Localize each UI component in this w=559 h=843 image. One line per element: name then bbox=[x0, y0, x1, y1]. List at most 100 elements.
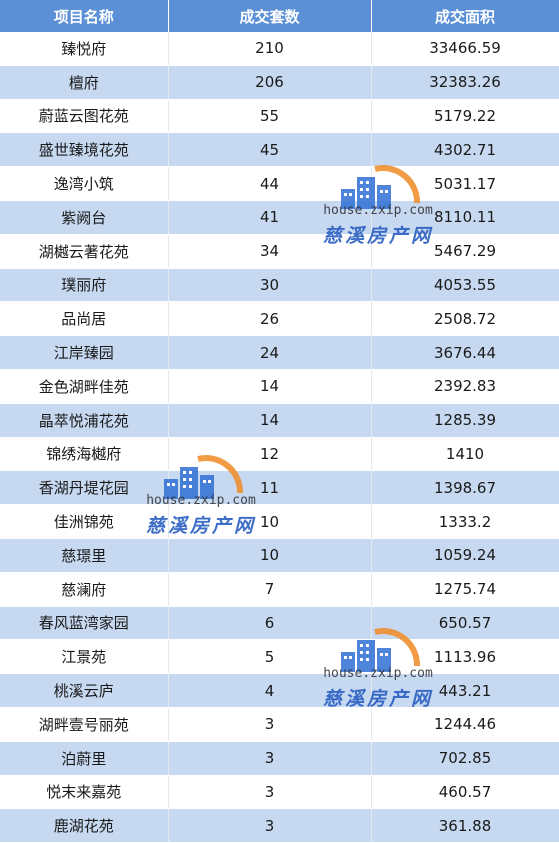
cell-area-sold: 1410 bbox=[371, 437, 559, 472]
cell-area-sold: 1285.39 bbox=[371, 403, 559, 438]
cell-units-sold: 44 bbox=[168, 166, 372, 201]
table-row[interactable]: 佳洲锦苑 10 1333.2 bbox=[0, 504, 559, 539]
table-row[interactable]: 泊蔚里 3 702.85 bbox=[0, 741, 559, 776]
cell-project-name: 佳洲锦苑 bbox=[0, 504, 169, 539]
cell-project-name: 慈璟里 bbox=[0, 538, 169, 573]
table-row[interactable]: 桃溪云庐 4 443.21 bbox=[0, 673, 559, 708]
table-row[interactable]: 慈澜府 7 1275.74 bbox=[0, 572, 559, 607]
table-row[interactable]: 鹿湖花苑 3 361.88 bbox=[0, 808, 559, 843]
cell-units-sold: 26 bbox=[168, 301, 372, 337]
header-area-sold[interactable]: 成交面积 bbox=[371, 0, 559, 32]
cell-units-sold: 3 bbox=[168, 707, 372, 742]
cell-area-sold: 1333.2 bbox=[371, 504, 559, 539]
cell-units-sold: 14 bbox=[168, 369, 372, 404]
cell-project-name: 江景苑 bbox=[0, 639, 169, 675]
cell-area-sold: 32383.26 bbox=[371, 65, 559, 100]
cell-units-sold: 210 bbox=[168, 32, 372, 66]
table-row[interactable]: 臻悦府 210 33466.59 bbox=[0, 32, 559, 66]
cell-area-sold: 3676.44 bbox=[371, 335, 559, 370]
cell-project-name: 晶萃悦浦花苑 bbox=[0, 403, 169, 438]
cell-project-name: 春风蓝湾家园 bbox=[0, 606, 169, 641]
cell-project-name: 鹿湖花苑 bbox=[0, 808, 169, 843]
cell-units-sold: 14 bbox=[168, 403, 372, 438]
table-row[interactable]: 湖樾云著花苑 34 5467.29 bbox=[0, 234, 559, 269]
cell-area-sold: 1275.74 bbox=[371, 572, 559, 607]
table-row[interactable]: 香湖丹堤花园 11 1398.67 bbox=[0, 470, 559, 506]
cell-project-name: 桃溪云庐 bbox=[0, 673, 169, 708]
cell-units-sold: 4 bbox=[168, 673, 372, 708]
cell-area-sold: 33466.59 bbox=[371, 32, 559, 66]
cell-project-name: 盛世臻境花苑 bbox=[0, 132, 169, 168]
table-row[interactable]: 锦绣海樾府 12 1410 bbox=[0, 437, 559, 472]
cell-project-name: 紫阙台 bbox=[0, 200, 169, 235]
cell-area-sold: 5031.17 bbox=[371, 166, 559, 201]
cell-project-name: 逸湾小筑 bbox=[0, 166, 169, 201]
cell-units-sold: 6 bbox=[168, 606, 372, 641]
cell-area-sold: 1113.96 bbox=[371, 639, 559, 675]
cell-area-sold: 5467.29 bbox=[371, 234, 559, 269]
header-units-sold[interactable]: 成交套数 bbox=[168, 0, 372, 32]
cell-units-sold: 10 bbox=[168, 538, 372, 573]
cell-units-sold: 206 bbox=[168, 65, 372, 100]
cell-project-name: 湖畔壹号丽苑 bbox=[0, 707, 169, 742]
table-row[interactable]: 逸湾小筑 44 5031.17 bbox=[0, 166, 559, 201]
cell-project-name: 香湖丹堤花园 bbox=[0, 470, 169, 506]
table-row[interactable]: 春风蓝湾家园 6 650.57 bbox=[0, 606, 559, 641]
cell-units-sold: 3 bbox=[168, 741, 372, 776]
cell-area-sold: 1398.67 bbox=[371, 470, 559, 506]
cell-area-sold: 361.88 bbox=[371, 808, 559, 843]
table-row[interactable]: 紫阙台 41 8110.11 bbox=[0, 200, 559, 235]
cell-units-sold: 41 bbox=[168, 200, 372, 235]
cell-project-name: 蔚蓝云图花苑 bbox=[0, 99, 169, 134]
cell-area-sold: 1059.24 bbox=[371, 538, 559, 573]
cell-area-sold: 5179.22 bbox=[371, 99, 559, 134]
cell-project-name: 品尚居 bbox=[0, 301, 169, 337]
table-row[interactable]: 江岸臻园 24 3676.44 bbox=[0, 335, 559, 370]
table-row[interactable]: 慈璟里 10 1059.24 bbox=[0, 538, 559, 573]
cell-units-sold: 12 bbox=[168, 437, 372, 472]
cell-project-name: 檀府 bbox=[0, 65, 169, 100]
cell-area-sold: 2392.83 bbox=[371, 369, 559, 404]
table-row[interactable]: 晶萃悦浦花苑 14 1285.39 bbox=[0, 403, 559, 438]
cell-project-name: 泊蔚里 bbox=[0, 741, 169, 776]
table-row[interactable]: 璞丽府 30 4053.55 bbox=[0, 268, 559, 303]
cell-units-sold: 24 bbox=[168, 335, 372, 370]
cell-project-name: 湖樾云著花苑 bbox=[0, 234, 169, 269]
cell-project-name: 臻悦府 bbox=[0, 32, 169, 66]
cell-units-sold: 45 bbox=[168, 132, 372, 168]
cell-area-sold: 460.57 bbox=[371, 775, 559, 810]
cell-units-sold: 3 bbox=[168, 808, 372, 843]
cell-units-sold: 55 bbox=[168, 99, 372, 134]
cell-area-sold: 702.85 bbox=[371, 741, 559, 776]
cell-units-sold: 5 bbox=[168, 639, 372, 675]
cell-area-sold: 4302.71 bbox=[371, 132, 559, 168]
cell-project-name: 悦末来嘉苑 bbox=[0, 775, 169, 810]
table-row[interactable]: 品尚居 26 2508.72 bbox=[0, 301, 559, 337]
cell-area-sold: 8110.11 bbox=[371, 200, 559, 235]
cell-units-sold: 10 bbox=[168, 504, 372, 539]
cell-project-name: 锦绣海樾府 bbox=[0, 437, 169, 472]
table-row[interactable]: 江景苑 5 1113.96 bbox=[0, 639, 559, 675]
table-row[interactable]: 湖畔壹号丽苑 3 1244.46 bbox=[0, 707, 559, 742]
table-header-row: 项目名称 成交套数 成交面积 bbox=[0, 0, 559, 32]
cell-area-sold: 443.21 bbox=[371, 673, 559, 708]
cell-project-name: 金色湖畔佳苑 bbox=[0, 369, 169, 404]
cell-area-sold: 2508.72 bbox=[371, 301, 559, 337]
table-row[interactable]: 盛世臻境花苑 45 4302.71 bbox=[0, 132, 559, 168]
table-row[interactable]: 蔚蓝云图花苑 55 5179.22 bbox=[0, 99, 559, 134]
cell-units-sold: 34 bbox=[168, 234, 372, 269]
cell-units-sold: 11 bbox=[168, 470, 372, 506]
cell-project-name: 慈澜府 bbox=[0, 572, 169, 607]
table-row[interactable]: 悦末来嘉苑 3 460.57 bbox=[0, 775, 559, 810]
cell-units-sold: 3 bbox=[168, 775, 372, 810]
cell-project-name: 璞丽府 bbox=[0, 268, 169, 303]
table-row[interactable]: 檀府 206 32383.26 bbox=[0, 65, 559, 100]
cell-area-sold: 650.57 bbox=[371, 606, 559, 641]
table-row[interactable]: 金色湖畔佳苑 14 2392.83 bbox=[0, 369, 559, 404]
cell-project-name: 江岸臻园 bbox=[0, 335, 169, 370]
header-project-name[interactable]: 项目名称 bbox=[0, 0, 169, 32]
cell-area-sold: 1244.46 bbox=[371, 707, 559, 742]
cell-units-sold: 7 bbox=[168, 572, 372, 607]
cell-area-sold: 4053.55 bbox=[371, 268, 559, 303]
